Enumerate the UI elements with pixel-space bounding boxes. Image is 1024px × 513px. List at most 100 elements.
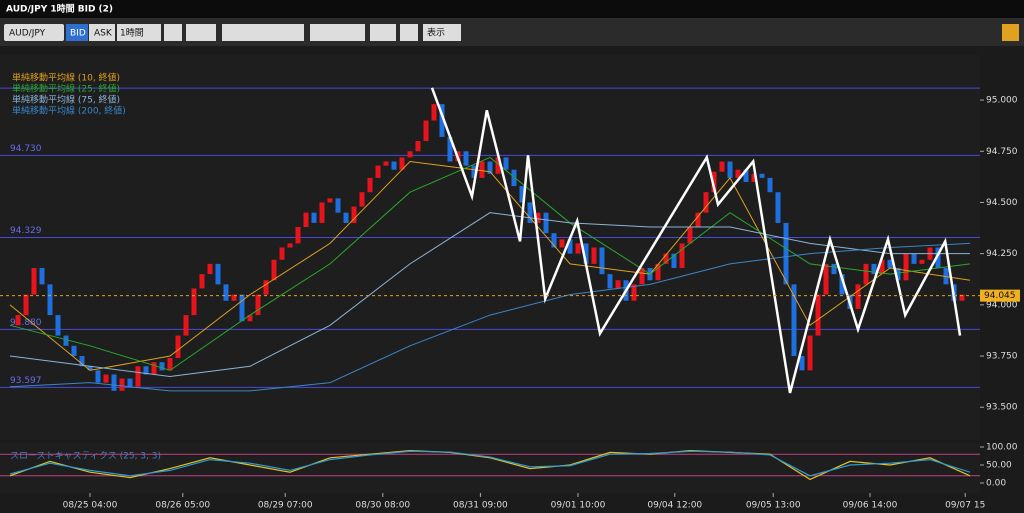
candle [431, 104, 437, 121]
candle [487, 161, 493, 174]
candle [119, 378, 125, 391]
candle [439, 104, 445, 137]
candle [471, 165, 477, 178]
icon-button[interactable] [400, 24, 418, 41]
symbol: AUD/JPY [9, 29, 46, 39]
candle [815, 294, 821, 336]
candle [959, 294, 965, 301]
candle [447, 136, 453, 162]
level-label: 93.880 [10, 318, 42, 328]
legend-entry: 単純移動平均線 (75, 終値) [12, 94, 120, 106]
candle [607, 274, 613, 289]
candle [735, 169, 741, 178]
x-tick-label: 09/07 15 [945, 501, 985, 511]
y-tick-label: 93.750 [986, 352, 1018, 362]
candle [303, 212, 309, 228]
candle [359, 192, 365, 207]
candle [559, 239, 565, 248]
current-price-label: 94.045 [984, 291, 1016, 301]
y-tick-label: 94.500 [986, 198, 1018, 208]
icon-button[interactable] [164, 24, 182, 41]
x-tick-label: 08/31 09:00 [453, 501, 508, 511]
bid-button[interactable] [66, 24, 88, 41]
candle [831, 263, 837, 275]
candle [895, 267, 901, 281]
candle [143, 366, 149, 375]
candle [335, 198, 341, 213]
x-tick-label: 09/01 10:00 [551, 501, 606, 511]
bid: BID [70, 29, 86, 39]
candle [327, 198, 333, 203]
candle [687, 227, 693, 244]
stochastic-pane [0, 443, 980, 493]
candle [407, 151, 413, 158]
candle [551, 233, 557, 248]
candle [223, 284, 229, 301]
stoch-tick-label: 50.00 [986, 461, 1012, 471]
candle [879, 259, 885, 275]
y-tick-label: 94.250 [986, 249, 1018, 259]
candle [167, 358, 173, 371]
icon-button[interactable] [186, 24, 216, 41]
candle [639, 267, 645, 285]
ask-button[interactable] [89, 24, 115, 41]
candle [127, 378, 133, 387]
candle [191, 288, 197, 316]
candle [519, 186, 525, 203]
candle [263, 280, 269, 295]
candle [55, 315, 61, 336]
candle [911, 253, 917, 264]
ask: ASK [94, 29, 113, 39]
x-tick-label: 08/29 07:00 [258, 501, 313, 511]
candle [615, 280, 621, 289]
draw-buttons[interactable] [310, 24, 365, 41]
candle [183, 315, 189, 336]
candle [63, 335, 69, 346]
candle [151, 362, 157, 375]
pen-button[interactable] [370, 24, 396, 41]
view-button[interactable] [423, 24, 461, 41]
candle [695, 212, 701, 228]
candle [247, 315, 253, 322]
zigzag [430, 87, 962, 394]
y-tick-label: 94.000 [986, 300, 1018, 310]
candle [367, 177, 373, 193]
candle [135, 366, 141, 387]
symbol-select[interactable] [4, 24, 64, 41]
title-bar [0, 0, 1024, 18]
candle [319, 202, 325, 223]
y-tick-label: 93.500 [986, 403, 1018, 413]
stoch-tick-label: 100.00 [986, 443, 1018, 453]
candle [903, 253, 909, 281]
legend-entry: 単純移動平均線 (25, 終値) [12, 83, 120, 95]
candle [671, 253, 677, 268]
candle [535, 212, 541, 223]
candle [159, 362, 165, 371]
candle [207, 263, 213, 275]
moving-average [9, 212, 970, 378]
candle [807, 335, 813, 371]
candle [863, 263, 869, 285]
candle [255, 294, 261, 316]
candle [287, 243, 293, 248]
level-label: 94.329 [10, 226, 42, 236]
candle [39, 267, 45, 285]
y-tick-label: 95.000 [986, 96, 1018, 106]
stoch-tick-label: 0.00 [986, 479, 1006, 489]
candle [479, 161, 485, 178]
candle [199, 274, 205, 289]
candle [271, 259, 277, 281]
candle [719, 161, 725, 172]
legend-entry: 単純移動平均線 (200, 終値) [12, 105, 126, 117]
candle [591, 247, 597, 264]
candle [751, 173, 757, 182]
zoom-buttons[interactable] [222, 24, 304, 41]
interval-select[interactable] [117, 24, 161, 41]
candle [87, 366, 93, 371]
candle [575, 243, 581, 254]
settings-button[interactable] [1002, 24, 1019, 41]
candle [887, 259, 893, 268]
candle [415, 141, 421, 152]
candle [631, 284, 637, 301]
